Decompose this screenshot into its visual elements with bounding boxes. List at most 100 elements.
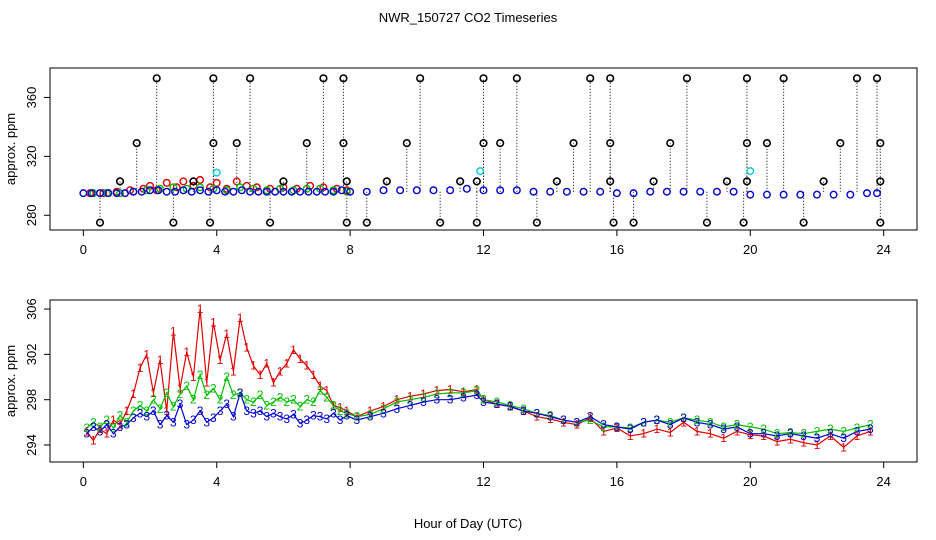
series-1-marker: 1 [814, 438, 821, 452]
series-3-marker: 3 [367, 410, 374, 424]
series-1-marker: 1 [243, 341, 250, 355]
series-1-point [232, 177, 241, 186]
series-2-marker: 2 [217, 393, 224, 407]
series-2-marker: 2 [667, 415, 674, 429]
series-1-marker: 1 [447, 382, 454, 396]
series-1-marker: 1 [760, 429, 767, 443]
series-2-point [342, 187, 351, 196]
x-tick-label: 24 [876, 474, 890, 489]
series-2-marker: 2 [110, 421, 117, 435]
series-1-marker: 1 [177, 381, 184, 395]
series-1-marker: 1 [667, 426, 674, 440]
series-2-point [169, 183, 178, 192]
series-3-marker: 3 [283, 412, 290, 426]
series-1-marker: 1 [263, 356, 270, 370]
series-3-point [562, 187, 571, 196]
series-3-marker: 3 [203, 415, 210, 429]
series-3-marker: 3 [814, 431, 821, 445]
series-3-point [154, 186, 163, 195]
outlier-small-point [342, 177, 351, 186]
series-3-point [479, 186, 488, 195]
series-3-marker: 3 [190, 413, 197, 427]
series-3-marker: 3 [270, 406, 277, 420]
series-1-marker: 1 [303, 359, 310, 373]
x-tick-label: 16 [610, 474, 624, 489]
series-3-point [112, 189, 121, 198]
series-3-marker: 3 [337, 413, 344, 427]
x-tick-label: 8 [346, 242, 353, 257]
series-2-marker: 2 [137, 398, 144, 412]
series-3-point [446, 186, 455, 195]
series-1-marker: 1 [170, 325, 177, 339]
series-3-point [262, 187, 271, 196]
series-3-point [796, 190, 805, 199]
outlier-mid-point [836, 139, 845, 148]
series-2-marker: 2 [814, 424, 821, 438]
series-3-marker: 3 [243, 404, 250, 418]
outlier-high-point [479, 74, 488, 83]
series-2-marker: 2 [393, 395, 400, 409]
series-1-marker: 1 [600, 424, 607, 438]
series-1-point [196, 175, 205, 184]
series-3-point [187, 187, 196, 196]
series-2-marker: 2 [323, 390, 330, 404]
x-tick-label: 4 [213, 474, 220, 489]
series-3-marker: 3 [680, 411, 687, 425]
x-tick-label: 24 [876, 242, 890, 257]
series-3-point [812, 190, 821, 199]
series-2-point [196, 183, 205, 192]
outlier-mid-point [209, 139, 218, 148]
series-1-marker: 1 [157, 353, 164, 367]
series-3-marker: 3 [197, 404, 204, 418]
series-1-marker: 1 [250, 359, 257, 373]
series-3-marker: 3 [110, 427, 117, 441]
outlier-high-point [339, 74, 348, 83]
series-1-marker: 1 [163, 404, 170, 418]
series-3-point [121, 189, 130, 198]
series-2-marker: 2 [103, 413, 110, 427]
outlier-low-point [342, 218, 351, 227]
series-2-marker: 2 [507, 398, 514, 412]
outlier-mid-point [742, 139, 752, 148]
series-3-marker: 3 [574, 415, 581, 429]
outlier-mid-point [302, 139, 311, 148]
series-3-marker: 3 [460, 390, 467, 404]
outlier-high-point [209, 74, 218, 83]
series-1-marker: 1 [720, 431, 727, 445]
series-3-marker: 3 [217, 404, 224, 418]
outlier-mid-point [402, 139, 411, 148]
outlier-high-point [152, 74, 161, 83]
series-3-point [104, 189, 113, 198]
series-2-marker: 2 [353, 410, 360, 424]
outlier-mid-point [339, 139, 348, 148]
series-3-marker: 3 [627, 422, 634, 436]
series-1-marker: 1 [547, 412, 554, 426]
outlier-high-point [852, 74, 862, 83]
series-1-marker: 1 [197, 302, 204, 316]
y-tick-label: 298 [24, 389, 39, 411]
series-3-point [179, 186, 188, 195]
series-1-marker: 1 [223, 327, 230, 341]
outlier-small-point [115, 177, 125, 186]
series-2-marker: 2 [163, 386, 170, 400]
series-2-marker: 2 [547, 409, 554, 423]
series-1-marker: 1 [230, 364, 237, 378]
series-3-point [146, 186, 155, 195]
outlier-low-point [876, 218, 885, 227]
series-2-marker: 2 [223, 370, 230, 384]
series-1-marker: 1 [707, 427, 714, 441]
series-3-point [662, 187, 671, 196]
series-3-marker: 3 [667, 418, 674, 432]
outlier-mid-point [666, 139, 675, 148]
series-3-point [596, 187, 605, 196]
series-3-point [312, 187, 321, 196]
series-3-point [296, 187, 305, 196]
series-1-marker: 1 [103, 427, 110, 441]
outlier-small-point [649, 177, 658, 186]
series-1-marker: 1 [534, 410, 541, 424]
series-3-point [729, 187, 738, 196]
series-3-marker: 3 [480, 395, 487, 409]
outlier-low-point [629, 218, 638, 227]
series-3-marker: 3 [353, 413, 360, 427]
